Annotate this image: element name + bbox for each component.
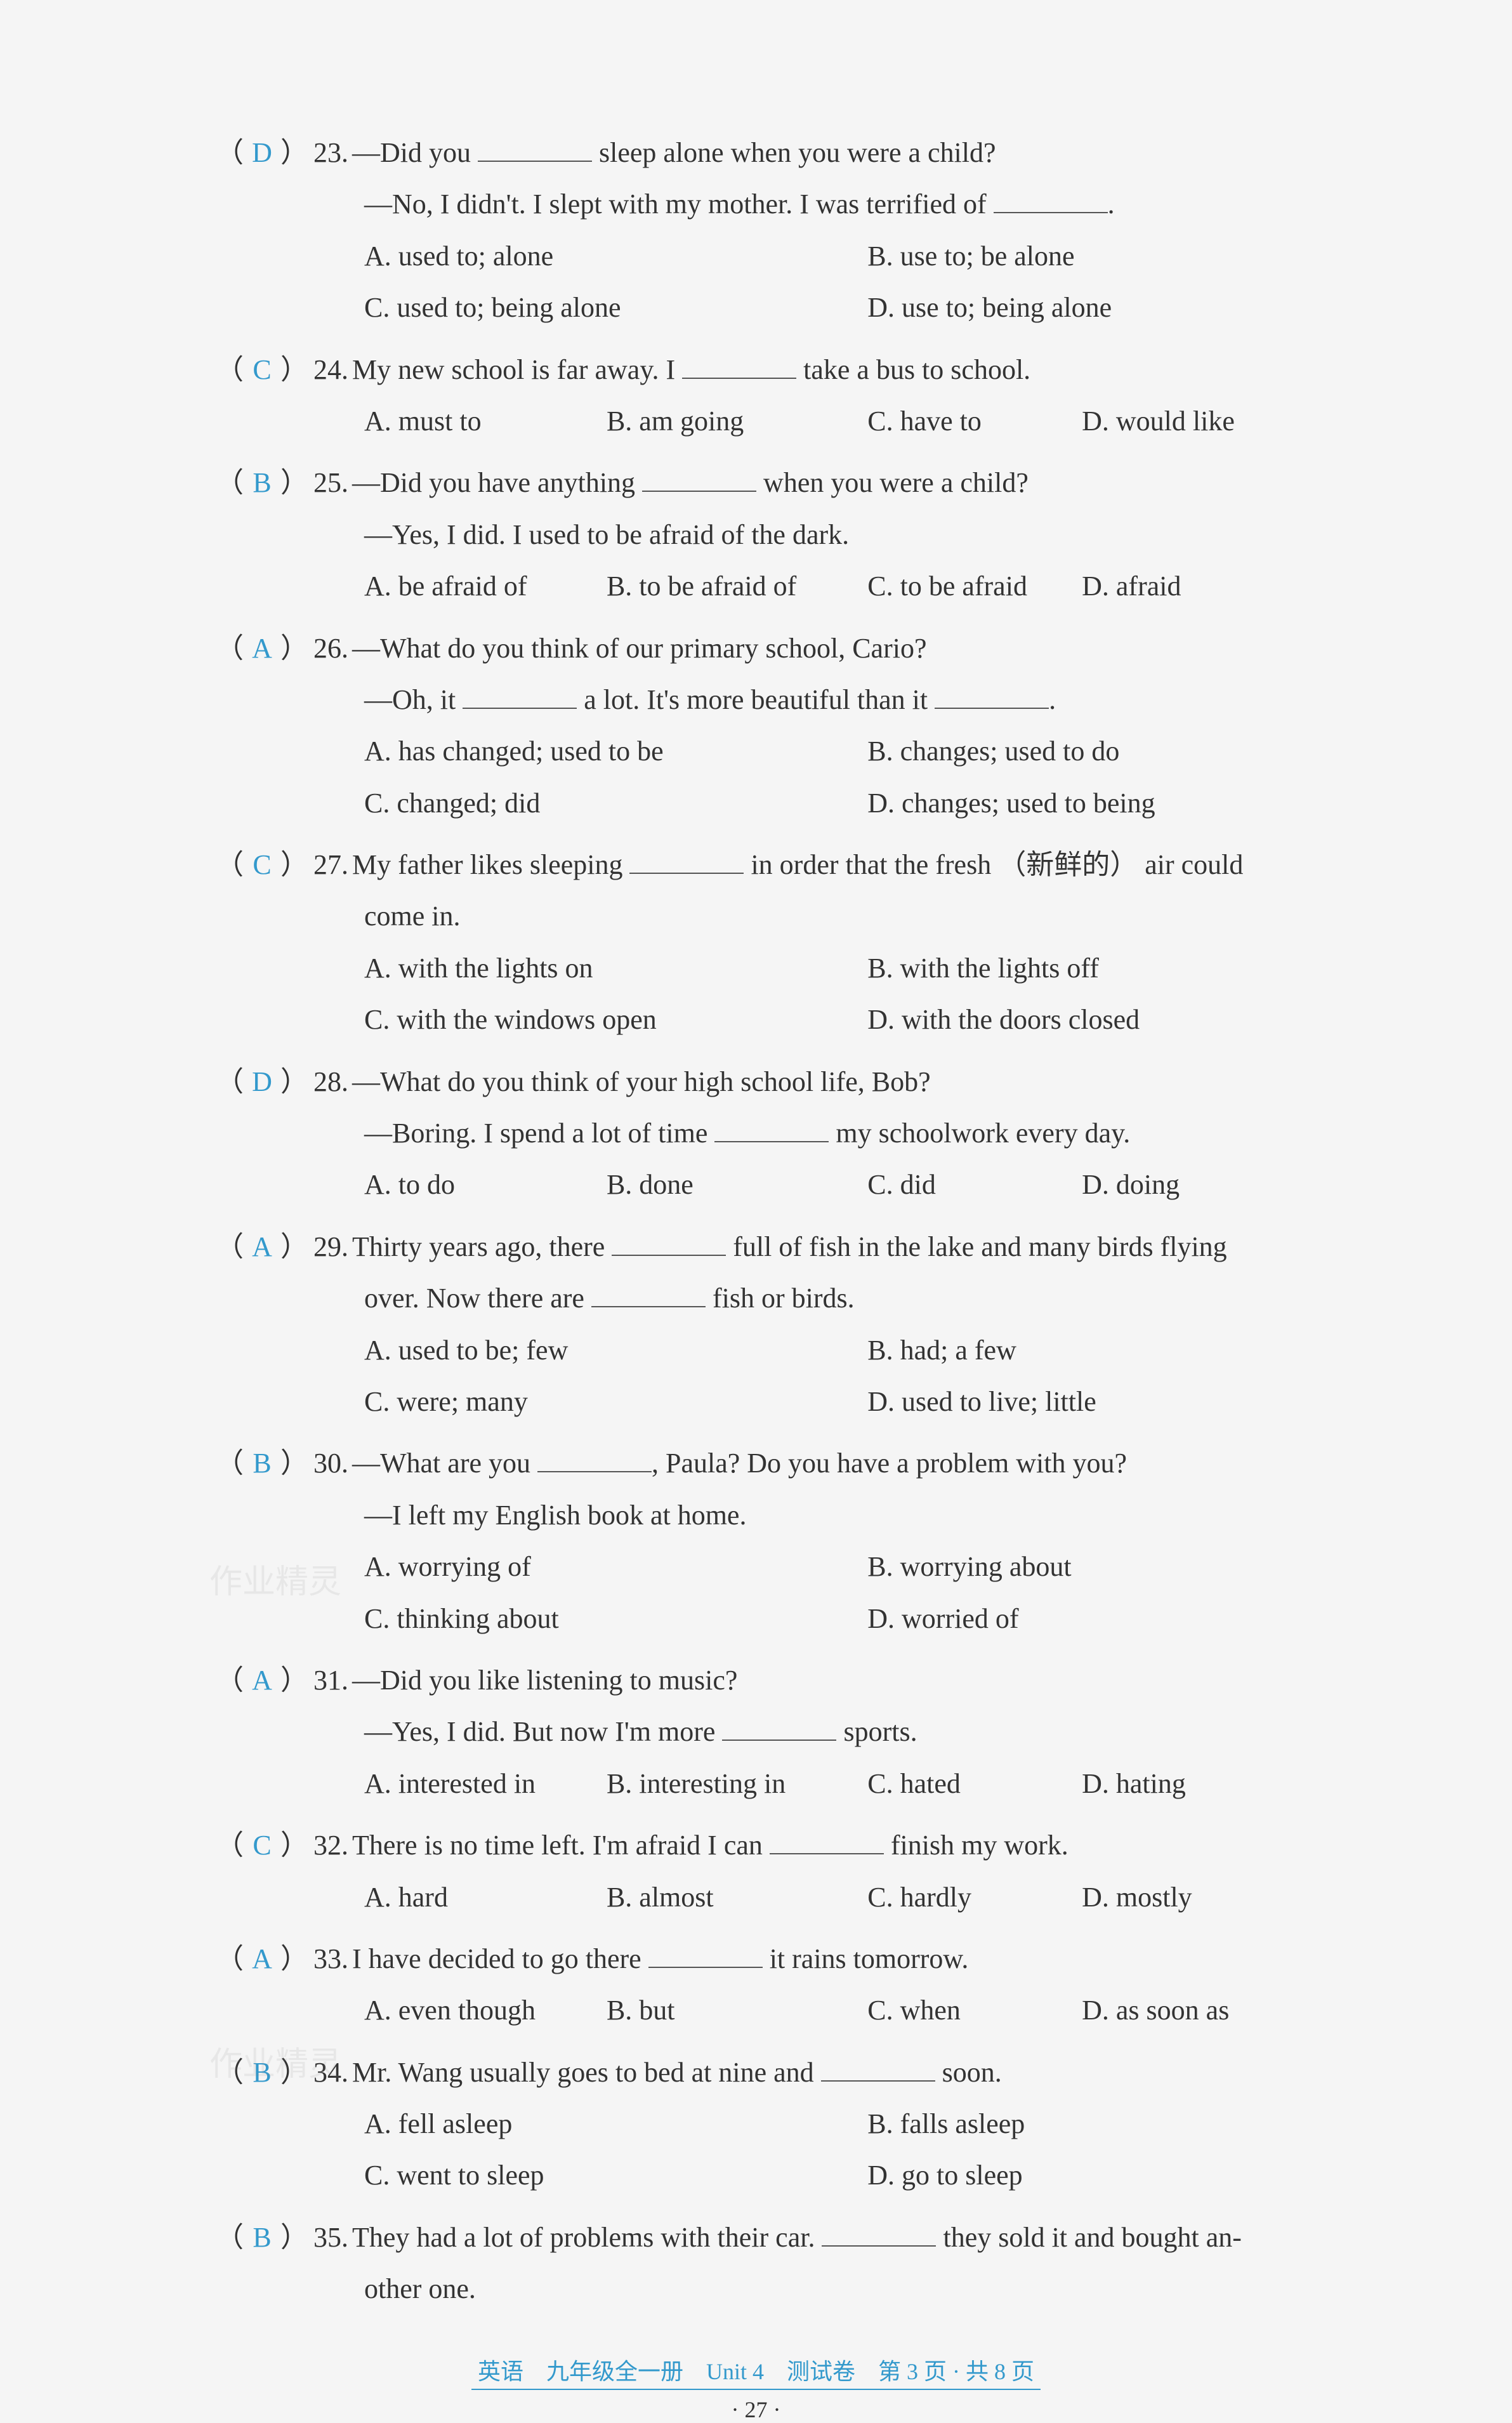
opt-23-a: A. used to; alone <box>364 230 867 282</box>
answer-26: A <box>251 623 273 674</box>
question-27: （ C ） 27. My father likes sleeping in or… <box>216 839 1296 1046</box>
page-footer: 英语 九年级全一册 Unit 4 测试卷 第 3 页 · 共 8 页 · 27 … <box>216 2353 1296 2423</box>
qnum-23: 23. <box>308 127 352 178</box>
question-34: （ B ） 34. Mr. Wang usually goes to bed a… <box>216 2047 1296 2202</box>
opt-31-c: C. hated <box>867 1758 1082 1809</box>
watermark-icon: 作业精灵 <box>209 2037 341 2085</box>
opt-24-d: D. would like <box>1082 395 1296 447</box>
watermark-icon: 作业精灵 <box>209 1555 341 1602</box>
opt-34-b: B. falls asleep <box>867 2098 1296 2149</box>
opt-30-b: B. worrying about <box>867 1541 1296 1592</box>
question-32: （ C ） 32. There is no time left. I'm afr… <box>216 1819 1296 1923</box>
question-24: （ C ） 24. My new school is far away. I t… <box>216 344 1296 447</box>
opt-24-c: C. have to <box>867 395 1082 447</box>
answer-30: B <box>251 1437 273 1489</box>
opt-27-c: C. with the windows open <box>364 994 867 1045</box>
qtext-23-2: —No, I didn't. I slept with my mother. I… <box>216 178 1296 230</box>
opt-29-d: D. used to live; little <box>867 1376 1296 1427</box>
qtext-24: My new school is far away. I take a bus … <box>352 344 1296 395</box>
opt-33-c: C. when <box>867 1984 1082 2036</box>
answer-35: B <box>251 2212 273 2263</box>
test-page: （ D ） 23. —Did you sleep alone when you … <box>216 127 1296 2423</box>
opt-30-d: D. worried of <box>867 1593 1296 1644</box>
answer-27: C <box>251 839 273 890</box>
answer-25: B <box>251 457 273 508</box>
opt-30-a: A. worrying of <box>364 1541 867 1592</box>
opt-28-c: C. did <box>867 1159 1082 1210</box>
paren-open: （ <box>216 127 251 178</box>
opt-25-c: C. to be afraid <box>867 560 1082 612</box>
answer-24: C <box>251 344 273 395</box>
opt-29-b: B. had; a few <box>867 1324 1296 1376</box>
opt-31-a: A. interested in <box>364 1758 607 1809</box>
opt-33-d: D. as soon as <box>1082 1984 1296 2036</box>
footer-info: 英语 九年级全一册 Unit 4 测试卷 第 3 页 · 共 8 页 <box>471 2353 1041 2390</box>
opt-26-b: B. changes; used to do <box>867 725 1296 777</box>
opt-25-d: D. afraid <box>1082 560 1296 612</box>
opt-26-d: D. changes; used to being <box>867 777 1296 829</box>
opt-28-a: A. to do <box>364 1159 607 1210</box>
page-number: · 27 · <box>216 2396 1296 2423</box>
opt-23-d: D. use to; being alone <box>867 282 1296 333</box>
opt-32-b: B. almost <box>607 1872 867 1923</box>
question-26: （ A ） 26. —What do you think of our prim… <box>216 623 1296 829</box>
qtext-23-1: —Did you sleep alone when you were a chi… <box>352 127 1296 178</box>
question-28: （ D ） 28. —What do you think of your hig… <box>216 1056 1296 1211</box>
opt-25-a: A. be afraid of <box>364 560 607 612</box>
opt-32-a: A. hard <box>364 1872 607 1923</box>
answer-32: C <box>251 1819 273 1871</box>
opt-30-c: C. thinking about <box>364 1593 867 1644</box>
opt-27-a: A. with the lights on <box>364 942 867 994</box>
answer-31: A <box>251 1654 273 1706</box>
opt-28-d: D. doing <box>1082 1159 1296 1210</box>
opt-33-b: B. but <box>607 1984 867 2036</box>
opt-29-c: C. were; many <box>364 1376 867 1427</box>
opt-26-c: C. changed; did <box>364 777 867 829</box>
question-23: （ D ） 23. —Did you sleep alone when you … <box>216 127 1296 334</box>
paren-close: ） <box>273 127 308 178</box>
opt-25-b: B. to be afraid of <box>607 560 867 612</box>
opt-27-d: D. with the doors closed <box>867 994 1296 1045</box>
opt-34-a: A. fell asleep <box>364 2098 867 2149</box>
opt-26-a: A. has changed; used to be <box>364 725 867 777</box>
opt-24-a: A. must to <box>364 395 607 447</box>
opt-34-c: C. went to sleep <box>364 2149 867 2201</box>
answer-33: A <box>251 1933 273 1984</box>
opt-23-c: C. used to; being alone <box>364 282 867 333</box>
opt-32-c: C. hardly <box>867 1872 1082 1923</box>
question-30: （ B ） 30. —What are you , Paula? Do you … <box>216 1437 1296 1644</box>
answer-28: D <box>251 1056 273 1107</box>
opt-31-b: B. interesting in <box>607 1758 867 1809</box>
opt-28-b: B. done <box>607 1159 867 1210</box>
opt-34-d: D. go to sleep <box>867 2149 1296 2201</box>
opt-23-b: B. use to; be alone <box>867 230 1296 282</box>
question-33: （ A ） 33. I have decided to go there it … <box>216 1933 1296 2037</box>
opt-33-a: A. even though <box>364 1984 607 2036</box>
answer-23: D <box>251 127 273 178</box>
opt-24-b: B. am going <box>607 395 867 447</box>
question-25: （ B ） 25. —Did you have anything when yo… <box>216 457 1296 612</box>
opt-32-d: D. mostly <box>1082 1872 1296 1923</box>
opt-31-d: D. hating <box>1082 1758 1296 1809</box>
opt-27-b: B. with the lights off <box>867 942 1296 994</box>
question-35: （ B ） 35. They had a lot of problems wit… <box>216 2212 1296 2315</box>
question-31: （ A ） 31. —Did you like listening to mus… <box>216 1654 1296 1809</box>
answer-29: A <box>251 1221 273 1272</box>
question-29: （ A ） 29. Thirty years ago, there full o… <box>216 1221 1296 1428</box>
opt-29-a: A. used to be; few <box>364 1324 867 1376</box>
